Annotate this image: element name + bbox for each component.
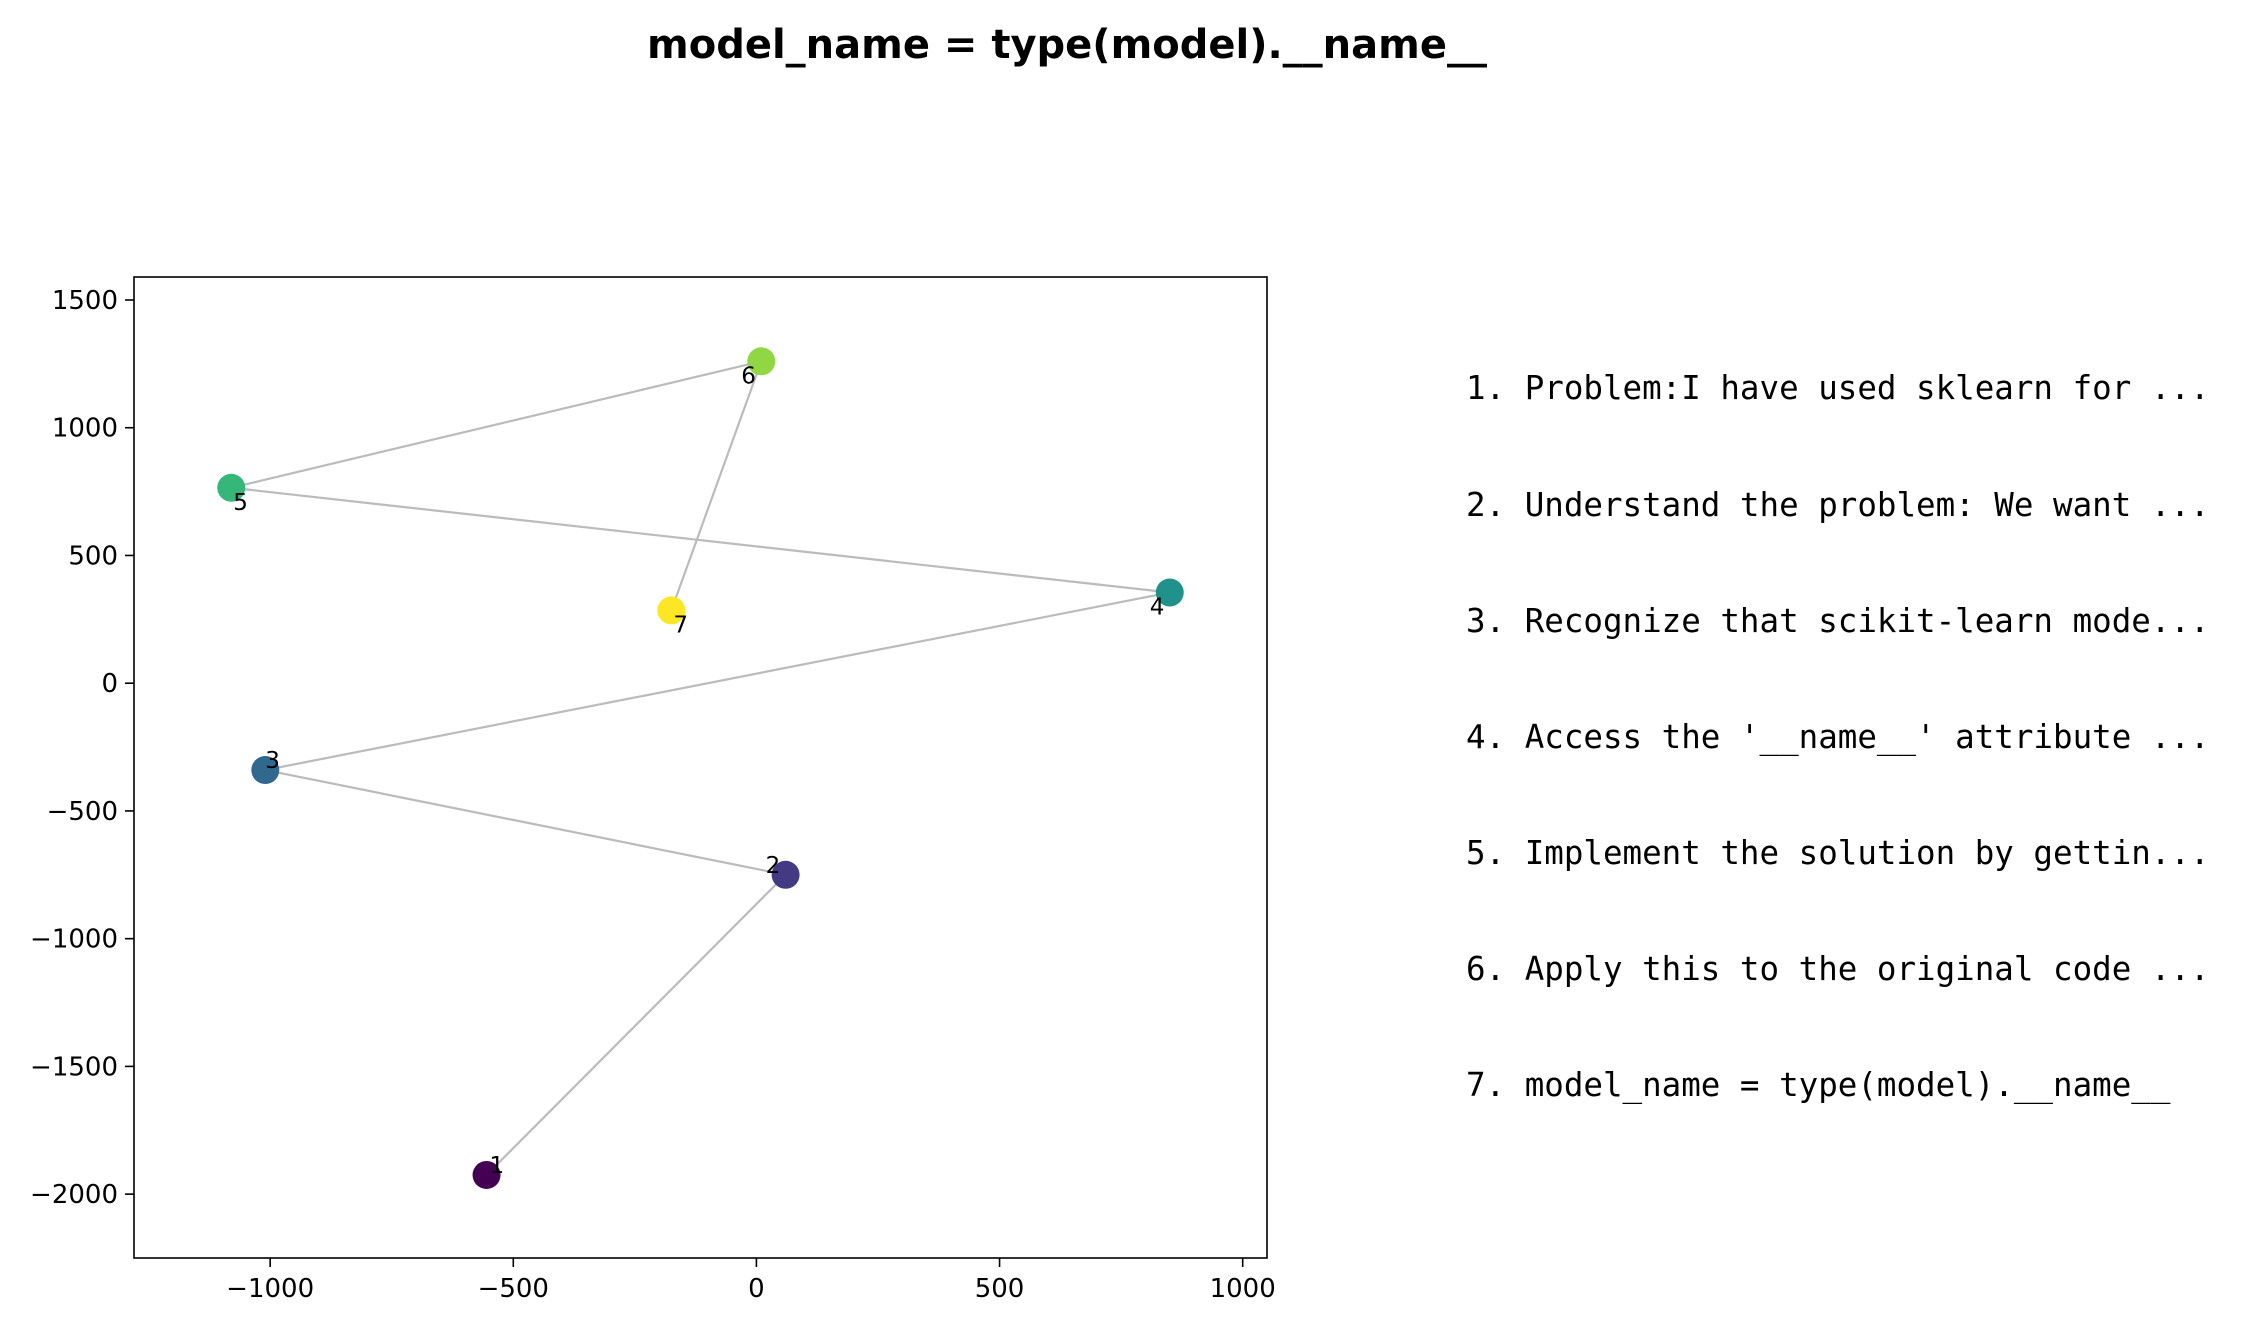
steps-list: 1. Problem:I have used sklearn for ... 2… [1466, 292, 2210, 1143]
data-point-2 [771, 860, 800, 889]
point-label-4: 4 [1150, 595, 1165, 621]
connector-line-3-4 [265, 591, 1170, 772]
x-tick-label: 1000 [1210, 1274, 1276, 1304]
data-point-1 [472, 1160, 501, 1189]
step-item: 1. Problem:I have used sklearn for ... [1466, 369, 2210, 408]
step-item: 6. Apply this to the original code ... [1466, 949, 2210, 988]
data-point-7 [657, 596, 686, 625]
y-tick-label: −500 [47, 797, 118, 827]
point-label-7: 7 [673, 612, 688, 638]
point-label-5: 5 [233, 490, 248, 516]
y-tick-label: −1500 [30, 1052, 118, 1082]
data-points [217, 347, 1184, 1189]
data-point-6 [747, 347, 776, 376]
x-tick-label: −1000 [226, 1274, 314, 1304]
y-axis-ticks: −2000 −1500 −1000 −500 0 500 1000 1500 [30, 286, 134, 1210]
connector-line-2-3 [265, 768, 786, 876]
connector-line-4-5 [231, 486, 1170, 594]
step-item: 3. Recognize that scikit-learn mode... [1466, 601, 2210, 640]
x-tick-label: −500 [478, 1274, 549, 1304]
data-point-5 [217, 473, 246, 502]
plot-frame [133, 276, 1268, 1259]
point-label-3: 3 [265, 748, 280, 774]
point-label-6: 6 [741, 363, 756, 389]
step-item: 5. Implement the solution by gettin... [1466, 833, 2210, 872]
y-tick-label: −1000 [30, 925, 118, 955]
connector-line-6-7 [670, 360, 763, 611]
y-tick-label: 500 [68, 541, 118, 571]
point-label-2: 2 [766, 853, 781, 879]
y-tick-label: 1000 [52, 414, 118, 444]
step-item: 2. Understand the problem: We want ... [1466, 485, 2210, 524]
chart-title: model_name = type(model).__name__ [647, 22, 1487, 68]
x-axis-ticks: −1000 −500 0 500 1000 [226, 1258, 1276, 1304]
connector-line-5-6 [230, 360, 762, 489]
point-label-1: 1 [490, 1153, 505, 1179]
y-tick-label: 1500 [52, 286, 118, 316]
data-point-4 [1155, 578, 1184, 607]
y-tick-label: −2000 [30, 1180, 118, 1210]
data-point-3 [251, 756, 280, 785]
connector-line-1-2 [485, 874, 787, 1176]
y-tick-label: 0 [101, 669, 118, 699]
step-item: 7. model_name = type(model).__name__ [1466, 1066, 2171, 1105]
connecting-lines [230, 360, 1170, 1176]
x-tick-label: 500 [975, 1274, 1025, 1304]
x-tick-label: 0 [748, 1274, 765, 1304]
point-labels: 1 2 3 4 5 6 7 [233, 363, 1164, 1179]
step-item: 4. Access the '__name__' attribute ... [1466, 717, 2210, 756]
